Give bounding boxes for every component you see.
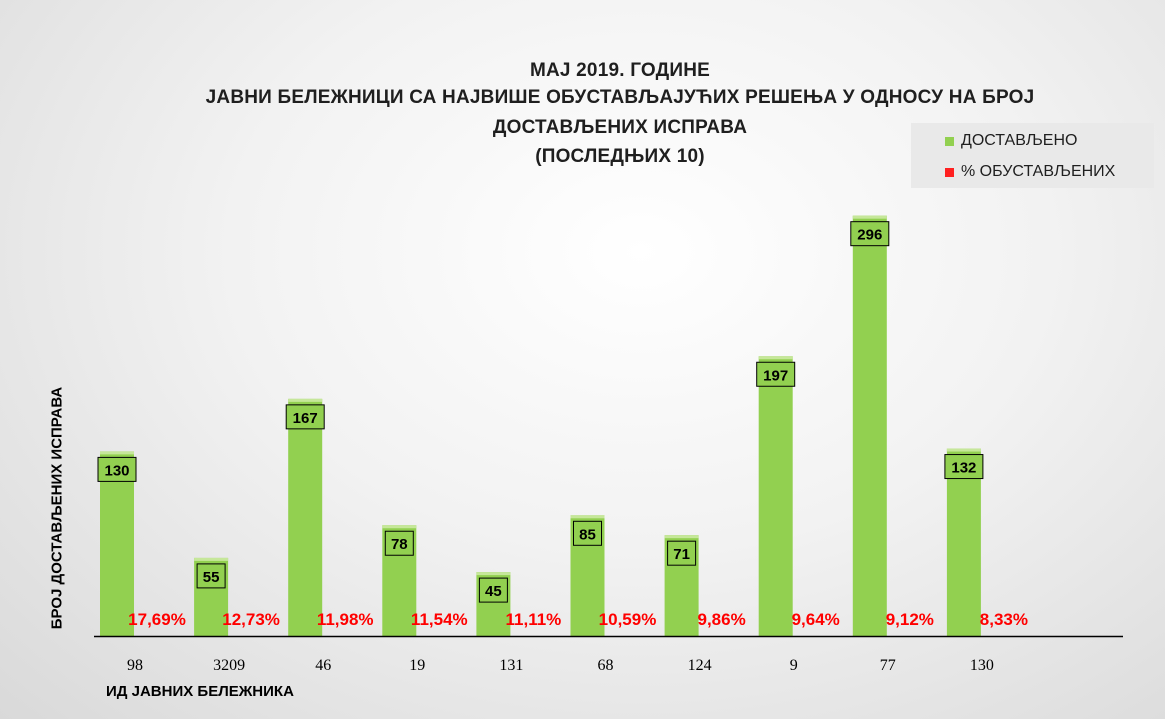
percent-label: 8,33%: [980, 610, 1028, 629]
bar-top-highlight: [664, 535, 699, 539]
bar-value-label: 78: [391, 536, 408, 553]
x-tick-label: 46: [315, 657, 331, 674]
bar-value-label: 45: [485, 583, 502, 600]
bar: [100, 451, 134, 636]
chart-title-line-1: МАЈ 2019. ГОДИНЕ: [529, 60, 711, 81]
bar-value-label: 71: [673, 546, 690, 563]
chart-title-line-4: (ПОСЛЕДЊИХ 10): [535, 146, 705, 167]
percent-label: 17,69%: [128, 610, 186, 629]
legend-label-delivered: ДОСТАВЉЕНО: [961, 132, 1078, 149]
percent-label: 10,59%: [599, 610, 657, 629]
percent-label: 9,86%: [697, 610, 745, 629]
bar-value-label-box: [756, 361, 796, 387]
bar-value-label: 130: [104, 462, 129, 479]
bar-top-highlight: [570, 515, 605, 519]
chart-title-line-3: ДОСТАВЉЕНИХ ИСПРАВА: [492, 117, 748, 138]
bar-value-label: 167: [293, 410, 318, 427]
bar-value-label-box: [196, 563, 226, 589]
bar: [852, 215, 887, 636]
x-tick-label: 9: [790, 657, 798, 674]
bar: [288, 398, 323, 636]
bar-top-highlight: [194, 557, 229, 561]
bar-value-label-box: [478, 577, 508, 603]
x-axis-label: ИД ЈАВНИХ БЕЛЕЖНИКА: [106, 683, 294, 700]
x-tick-label: 19: [409, 657, 425, 674]
legend-item-percent: % ОБУСТАВЉЕНИХ: [945, 163, 1115, 181]
legend: ДОСТАВЉЕНО % ОБУСТАВЉЕНИХ: [911, 123, 1154, 188]
legend-swatch-delivered: [945, 136, 954, 146]
percent-label: 11,54%: [411, 610, 468, 629]
percent-label: 11,98%: [317, 610, 374, 629]
bar-top-highlight: [852, 215, 887, 219]
bar-top-highlight: [382, 525, 417, 529]
bar-top-highlight: [100, 451, 134, 455]
x-tick-label: 98: [127, 657, 143, 674]
x-tick-label: 3209: [213, 657, 245, 674]
bar-top-highlight: [758, 356, 793, 360]
bar-top-highlight: [288, 398, 323, 402]
legend-swatch-percent: [945, 167, 954, 177]
legend-label-percent: % ОБУСТАВЉЕНИХ: [961, 163, 1116, 180]
x-tick-label: 68: [598, 657, 614, 674]
bar-value-label: 197: [763, 367, 788, 384]
bar-value-label-box: [944, 454, 984, 480]
bar-value-label-box: [285, 404, 325, 430]
percent-label: 11,11%: [506, 610, 562, 629]
x-tick-label: 130: [970, 657, 994, 674]
chart-title-line-2: ЈАВНИ БЕЛЕЖНИЦИ СА НАЈВИШЕ ОБУСТАВЉАЈУЋИ…: [205, 87, 1035, 108]
x-tick-label: 124: [688, 657, 712, 674]
bar-value-label-box: [850, 221, 890, 247]
x-tick-label: 77: [880, 657, 896, 674]
bar-value-label: 296: [857, 227, 882, 244]
bar-value-label: 85: [579, 526, 596, 543]
bar-value-label: 55: [203, 569, 220, 586]
bar-top-highlight: [946, 448, 981, 452]
bar-value-label-box: [573, 520, 602, 546]
legend-item-delivered: ДОСТАВЉЕНО: [945, 132, 1077, 150]
bar-top-highlight: [476, 572, 511, 576]
percent-label: 12,73%: [222, 610, 280, 629]
x-tick-label: 131: [499, 657, 523, 674]
bar-value-label-box: [97, 456, 137, 482]
bar-value-label: 132: [951, 460, 976, 477]
bar: [946, 448, 981, 636]
bar-value-label-box: [384, 530, 414, 556]
percent-label: 9,12%: [886, 610, 934, 629]
percent-label: 9,64%: [792, 610, 840, 629]
bar: [758, 356, 793, 636]
bar-value-label-box: [667, 540, 697, 566]
